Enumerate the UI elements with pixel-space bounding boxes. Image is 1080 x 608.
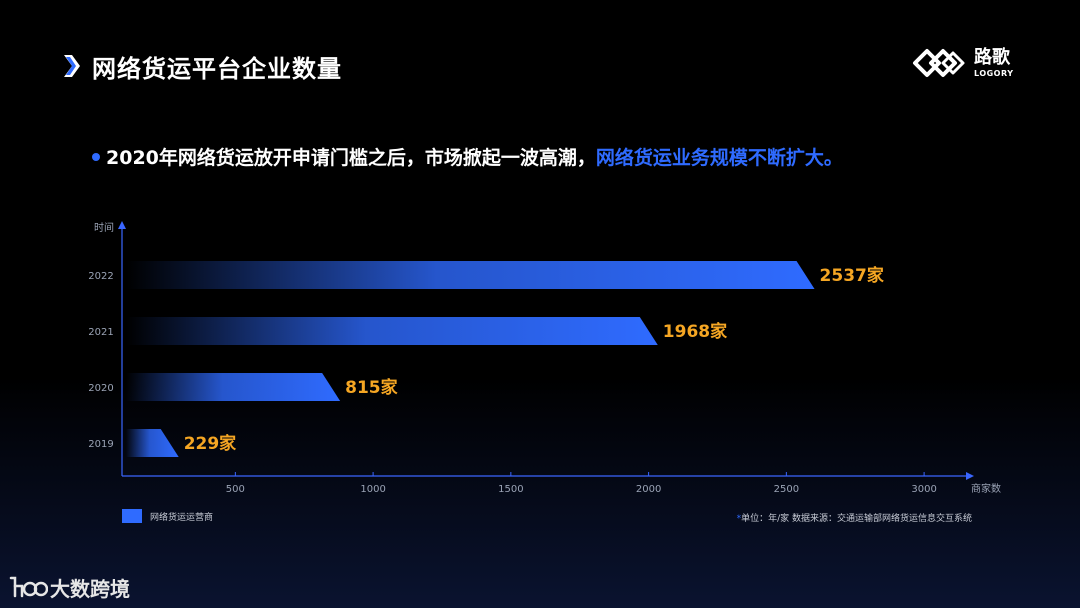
chart-legend: 网络货运运营商 [122,509,213,523]
x-axis-arrow [966,472,974,480]
legend-label: 网络货运运营商 [150,512,214,523]
headline-text: 2020年网络货运放开申请门槛之后，市场掀起一波高潮， [106,147,596,169]
legend-swatch [122,509,142,523]
footnote-text: 单位：年/家 数据来源：交通运输部网络货运信息交互系统 [741,514,972,524]
bar-2021 [126,317,658,345]
bar-2019 [126,429,179,457]
bar-2022 [126,261,815,289]
logo-mark-icon [913,49,965,77]
x-tick-label: 2500 [774,484,799,495]
headline: 2020年网络货运放开申请门槛之后，市场掀起一波高潮， 网络货运业务规模不断扩大… [92,143,843,170]
y-tick-label: 2019 [88,439,113,450]
x-tick-label: 1000 [360,484,385,495]
x-tick-label: 500 [226,484,245,495]
x-tick-label: 1500 [498,484,523,495]
title-bar: 网络货运平台企业数量 [64,50,342,83]
value-label: 229家 [184,433,237,454]
x-tick-label: 2000 [636,484,661,495]
value-label: 2537家 [820,265,884,286]
logo-cn-text: 路歌 [974,46,1010,68]
source-note: *单位：年/家 数据来源：交通运输部网络货运信息交互系统 [737,511,972,524]
y-tick-label: 2020 [88,383,113,394]
value-label: 815家 [345,377,398,398]
bullet-dot [92,152,100,161]
chevron-right-icon [64,55,80,77]
headline-highlight: 网络货运业务规模不断扩大。 [595,147,843,169]
y-tick-label: 2021 [88,327,113,338]
brand-watermark: 大数跨境 [8,572,130,602]
y-tick-label: 2022 [88,271,113,282]
footnote-star: * [736,514,742,524]
y-axis-arrow [118,221,126,229]
value-label: 1968家 [663,321,727,342]
logo-en-text: LOGORY [974,68,1014,78]
logo: 路歌 LOGORY [912,44,1022,82]
x-axis-title: 商家数 [971,482,1001,495]
brand-logo-icon [9,576,48,598]
x-tick-label: 3000 [911,484,936,495]
brand-text: 大数跨境 [50,576,130,601]
page-title: 网络货运平台企业数量 [92,54,342,83]
y-axis-title: 时间 [94,221,114,234]
bar-2020 [126,373,341,401]
